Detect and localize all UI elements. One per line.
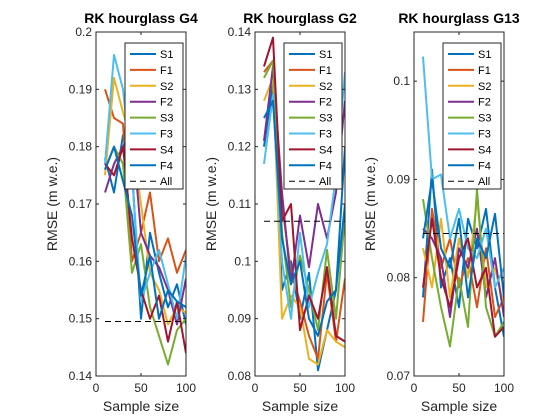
x-tick-label: 50 (134, 381, 148, 395)
y-axis-label: RMSE (m w.e.) (44, 157, 60, 251)
series-line-f1 (104, 89, 186, 274)
legend-label-s2: S2 (478, 81, 491, 93)
legend-label-s2: S2 (160, 81, 173, 93)
series-line-s3 (422, 188, 504, 348)
legend-label-f2: F2 (478, 97, 491, 109)
subplot-2: 0 50 100 0.08 0.09 0.1 0.11 0.12 0.13 0.14 Sample … (203, 10, 357, 414)
legend-label-all: All (160, 176, 172, 188)
chart-title: RK hourglass G4 (84, 10, 198, 26)
series-line-s4 (263, 36, 345, 343)
x-tick-label: 0 (411, 381, 418, 395)
legend-label-f4: F4 (160, 160, 173, 172)
legend-label-s1: S1 (160, 49, 173, 61)
legend-label-s3: S3 (160, 113, 173, 125)
x-tick-label: 100 (335, 381, 355, 395)
x-tick-label: 50 (293, 381, 307, 395)
y-tick-label: 0.16 (69, 254, 93, 268)
legend-label-f1: F1 (319, 65, 332, 77)
legend-label-all: All (478, 176, 490, 188)
x-axis-label: Sample size (103, 398, 179, 414)
legend: S1 F1 S2 F2 S3 F3 S4 F4 All (124, 42, 184, 190)
y-tick-label: 0.14 (228, 25, 252, 39)
y-tick-label: 0.19 (69, 82, 93, 96)
series-line-f4 (422, 178, 504, 299)
y-tick-label: 0.12 (228, 140, 252, 154)
y-tick-label: 0.08 (387, 271, 411, 285)
series-line-f4 (104, 145, 186, 320)
series-line-s2 (263, 76, 345, 366)
series-line-f3 (104, 53, 186, 320)
legend-label-s2: S2 (319, 81, 332, 93)
series-line-s4 (422, 217, 504, 338)
legend-label-f2: F2 (319, 97, 332, 109)
legend-box (124, 42, 184, 190)
chart-title: RK hourglass G13 (398, 10, 520, 26)
y-tick-label: 0.11 (229, 197, 252, 211)
x-tick-label: 100 (176, 381, 196, 395)
series-line-f1 (422, 207, 504, 322)
legend-label-all: All (319, 176, 331, 188)
y-tick-label: 0.07 (387, 369, 411, 383)
x-tick-label: 0 (252, 381, 259, 395)
legend-box (442, 42, 502, 190)
x-axis-label: Sample size (421, 398, 497, 414)
x-axis-label: Sample size (262, 398, 338, 414)
legend-label-f4: F4 (478, 160, 491, 172)
legend-label-f1: F1 (478, 65, 491, 77)
legend: S1 F1 S2 F2 S3 F3 S4 F4 All (442, 42, 502, 190)
legend-label-s1: S1 (478, 49, 491, 61)
legend-box (283, 42, 343, 190)
legend-label-f4: F4 (319, 160, 332, 172)
y-tick-label: 0.1 (234, 254, 251, 268)
chart-title: RK hourglass G2 (243, 10, 357, 26)
y-tick-label: 0.09 (228, 312, 252, 326)
series-lines (422, 56, 504, 348)
y-tick-label: 0.1 (393, 74, 410, 88)
series-line-f3 (422, 56, 504, 289)
y-tick-label: 0.09 (387, 172, 411, 186)
legend-label-s3: S3 (319, 113, 332, 125)
y-axis-label: RMSE (m w.e.) (362, 157, 378, 251)
x-tick-label: 100 (494, 381, 514, 395)
legend-label-f3: F3 (478, 129, 491, 141)
series-line-s2 (104, 76, 186, 326)
legend: S1 F1 S2 F2 S3 F3 S4 F4 All (283, 42, 343, 190)
y-tick-label: 0.18 (69, 140, 93, 154)
x-tick-label: 0 (93, 381, 100, 395)
legend-label-s3: S3 (478, 113, 491, 125)
legend-label-s4: S4 (478, 144, 491, 156)
y-tick-label: 0.17 (69, 197, 93, 211)
y-tick-label: 0.13 (228, 82, 252, 96)
series-lines (263, 36, 345, 372)
legend-label-f3: F3 (160, 129, 173, 141)
series-line-f4 (263, 99, 345, 337)
legend-label-s1: S1 (319, 49, 332, 61)
y-tick-label: 0.15 (69, 312, 93, 326)
legend-label-f3: F3 (319, 129, 332, 141)
legend-label-f1: F1 (160, 65, 173, 77)
y-axis-label: RMSE (m w.e.) (203, 157, 219, 251)
legend-label-f2: F2 (160, 97, 173, 109)
legend-label-s4: S4 (160, 144, 173, 156)
y-tick-label: 0.08 (228, 369, 252, 383)
subplot-3: 0 50 100 0.07 0.08 0.09 0.1 Sample size RMSE (m … (362, 10, 520, 414)
x-tick-label: 50 (452, 381, 466, 395)
subplot-1: 0 50 100 0.14 0.15 0.16 0.17 0.18 0.19 0.2 Sample … (44, 10, 198, 414)
y-tick-label: 0.2 (75, 25, 92, 39)
legend-label-s4: S4 (319, 144, 332, 156)
y-tick-label: 0.14 (69, 369, 93, 383)
series-lines (104, 53, 186, 366)
